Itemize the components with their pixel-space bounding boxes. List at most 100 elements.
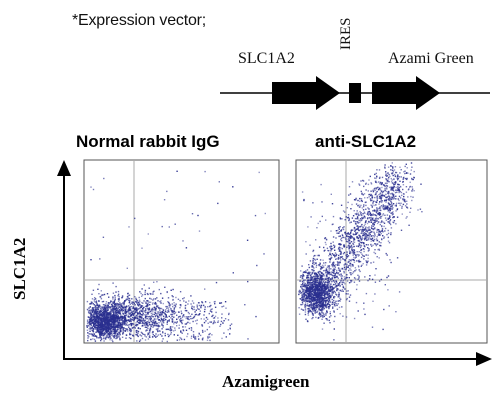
event-dot — [173, 316, 175, 318]
event-dot — [387, 229, 389, 232]
event-dot — [379, 209, 381, 212]
event-dot — [151, 303, 154, 305]
event-dot — [91, 293, 93, 295]
event-dot — [91, 307, 94, 309]
event-dot — [92, 338, 94, 340]
event-dot — [132, 317, 134, 319]
event-dot — [359, 221, 361, 224]
event-dot — [101, 326, 103, 328]
event-dot — [168, 311, 170, 313]
event-dot — [309, 287, 311, 289]
event-dot — [97, 327, 99, 329]
event-dot — [148, 317, 151, 320]
event-dot — [337, 303, 339, 305]
event-dot — [399, 180, 401, 182]
event-dot — [86, 319, 89, 321]
event-dot — [331, 247, 334, 250]
event-dot — [317, 304, 319, 306]
event-dot — [182, 329, 185, 332]
event-dot — [376, 256, 378, 258]
event-dot — [397, 189, 399, 191]
event-dot — [315, 297, 317, 299]
event-dot — [93, 310, 95, 313]
event-dot — [319, 288, 321, 290]
event-dot — [87, 310, 90, 312]
event-dot — [95, 315, 97, 318]
event-dot — [173, 302, 175, 304]
event-dot — [308, 288, 310, 290]
event-dot — [110, 300, 112, 302]
event-dot — [355, 213, 358, 216]
event-dot — [142, 323, 144, 325]
event-dot — [96, 337, 98, 339]
event-dot — [181, 332, 183, 334]
event-dot — [142, 333, 144, 335]
event-dot — [87, 339, 89, 342]
event-dot — [128, 294, 130, 296]
event-dot — [100, 334, 103, 337]
event-dot — [359, 241, 362, 244]
event-dot — [199, 313, 201, 315]
event-dot — [314, 283, 316, 285]
event-dot — [170, 313, 172, 316]
event-dot — [99, 329, 101, 331]
event-dot — [104, 327, 106, 330]
event-dot — [127, 309, 129, 311]
event-dot — [316, 303, 318, 305]
event-dot — [307, 282, 310, 284]
event-dot — [313, 258, 316, 260]
event-dot — [127, 292, 129, 294]
event-dot — [131, 298, 133, 300]
event-dot — [302, 309, 304, 311]
event-dot — [312, 300, 314, 302]
event-dot — [344, 259, 346, 261]
event-dot — [393, 216, 395, 218]
event-dot — [313, 294, 316, 296]
event-dot — [353, 199, 356, 201]
event-dot — [386, 254, 388, 256]
event-dot — [111, 334, 114, 336]
event-dot — [337, 288, 339, 290]
event-dot — [108, 337, 110, 339]
event-dot — [135, 316, 137, 319]
event-dot — [115, 307, 118, 310]
event-dot — [371, 199, 373, 201]
event-dot — [127, 324, 129, 327]
event-dot — [177, 298, 180, 300]
event-dot — [298, 290, 300, 292]
event-dot — [388, 181, 390, 183]
event-dot — [96, 313, 99, 315]
event-dot — [307, 281, 309, 284]
event-dot — [125, 310, 127, 313]
event-dot — [162, 326, 164, 328]
event-dot — [372, 213, 374, 215]
event-dot — [340, 259, 342, 261]
event-dot — [332, 291, 334, 293]
event-dot — [313, 298, 315, 300]
event-dot — [334, 268, 336, 270]
event-dot — [380, 190, 383, 192]
event-dot — [370, 204, 372, 206]
event-dot — [316, 302, 318, 304]
event-dot — [381, 194, 383, 197]
event-dot — [119, 318, 122, 320]
event-dot — [118, 324, 120, 326]
event-dot — [93, 299, 96, 301]
event-dot — [205, 320, 207, 322]
event-dot — [128, 324, 130, 326]
event-dot — [155, 313, 157, 315]
event-dot — [357, 205, 359, 207]
event-dot — [111, 316, 113, 318]
event-dot — [387, 193, 390, 195]
event-dot — [105, 338, 107, 340]
event-dot — [311, 269, 313, 271]
event-dot — [143, 300, 145, 302]
event-dot — [145, 305, 147, 308]
event-dot — [150, 308, 153, 311]
event-dot — [327, 289, 329, 292]
event-dot — [403, 195, 405, 198]
event-dot — [333, 299, 335, 302]
event-dot — [147, 300, 149, 302]
event-dot — [183, 338, 186, 341]
event-dot — [157, 326, 160, 328]
